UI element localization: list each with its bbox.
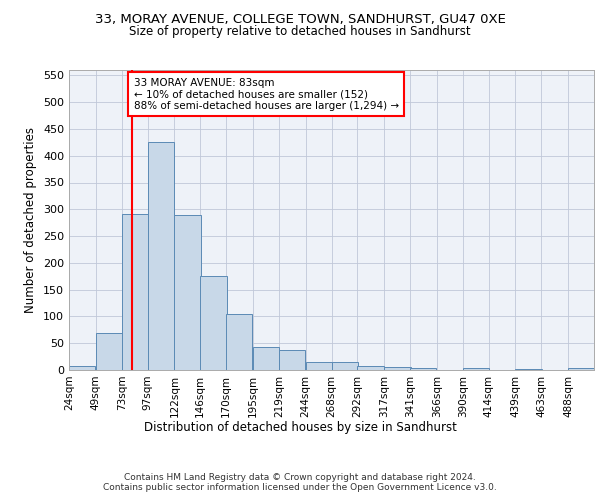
Bar [200, 276, 227, 370]
Text: Size of property relative to detached houses in Sandhurst: Size of property relative to detached ho… [129, 25, 471, 38]
Bar [331, 362, 358, 370]
Bar [175, 214, 201, 370]
Bar [279, 350, 305, 370]
Text: 33, MORAY AVENUE, COLLEGE TOWN, SANDHURST, GU47 0XE: 33, MORAY AVENUE, COLLEGE TOWN, SANDHURS… [95, 12, 505, 26]
Bar [568, 368, 595, 370]
Bar [69, 366, 95, 370]
Text: 33 MORAY AVENUE: 83sqm
← 10% of detached houses are smaller (152)
88% of semi-de: 33 MORAY AVENUE: 83sqm ← 10% of detached… [134, 78, 398, 110]
Y-axis label: Number of detached properties: Number of detached properties [25, 127, 37, 313]
Bar [463, 368, 489, 370]
Bar [96, 332, 122, 370]
Bar [358, 366, 383, 370]
Bar [226, 314, 253, 370]
Bar [305, 362, 332, 370]
Bar [515, 369, 542, 370]
Text: Distribution of detached houses by size in Sandhurst: Distribution of detached houses by size … [143, 421, 457, 434]
Text: Contains HM Land Registry data © Crown copyright and database right 2024.
Contai: Contains HM Land Registry data © Crown c… [103, 473, 497, 492]
Bar [148, 142, 174, 370]
Bar [122, 214, 148, 370]
Bar [253, 347, 280, 370]
Bar [410, 368, 436, 370]
Bar [384, 368, 410, 370]
